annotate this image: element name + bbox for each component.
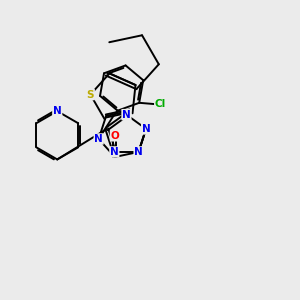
Text: N: N <box>134 147 143 157</box>
Text: S: S <box>87 90 94 100</box>
Text: O: O <box>110 131 119 141</box>
Text: N: N <box>122 110 131 120</box>
Text: N: N <box>94 134 103 144</box>
Text: N: N <box>110 147 119 157</box>
Text: N: N <box>142 124 150 134</box>
Text: N: N <box>53 106 62 116</box>
Text: Cl: Cl <box>155 99 166 109</box>
